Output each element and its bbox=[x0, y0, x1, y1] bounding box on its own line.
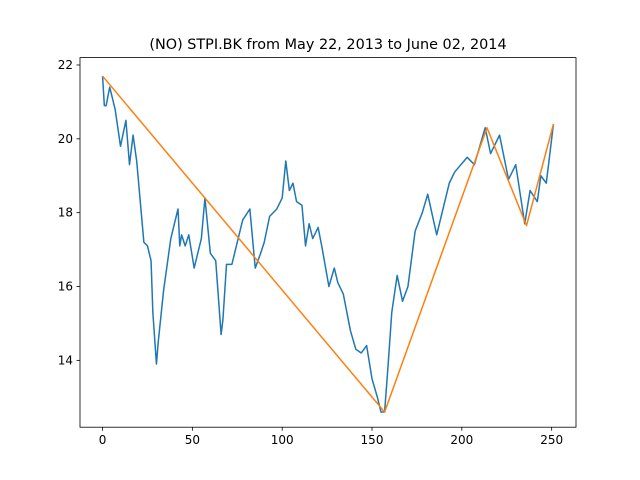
line-series bbox=[101, 75, 555, 413]
chart-title: (NO) STPI.BK from May 22, 2013 to June 0… bbox=[149, 37, 506, 53]
y-tick-label: 20 bbox=[58, 132, 73, 146]
x-tick-label: 150 bbox=[361, 433, 384, 447]
x-tick-label: 0 bbox=[99, 433, 107, 447]
x-tick-label: 250 bbox=[540, 433, 563, 447]
x-tick-label: 200 bbox=[450, 433, 473, 447]
y-tick-label: 18 bbox=[58, 206, 73, 220]
line-series bbox=[101, 76, 555, 413]
x-tick-label: 100 bbox=[271, 433, 294, 447]
y-tick-label: 22 bbox=[58, 58, 73, 72]
x-tick-label: 50 bbox=[185, 433, 200, 447]
y-tick-label: 16 bbox=[58, 280, 73, 294]
plot-frame bbox=[79, 57, 577, 428]
y-tick-label: 14 bbox=[58, 353, 73, 367]
